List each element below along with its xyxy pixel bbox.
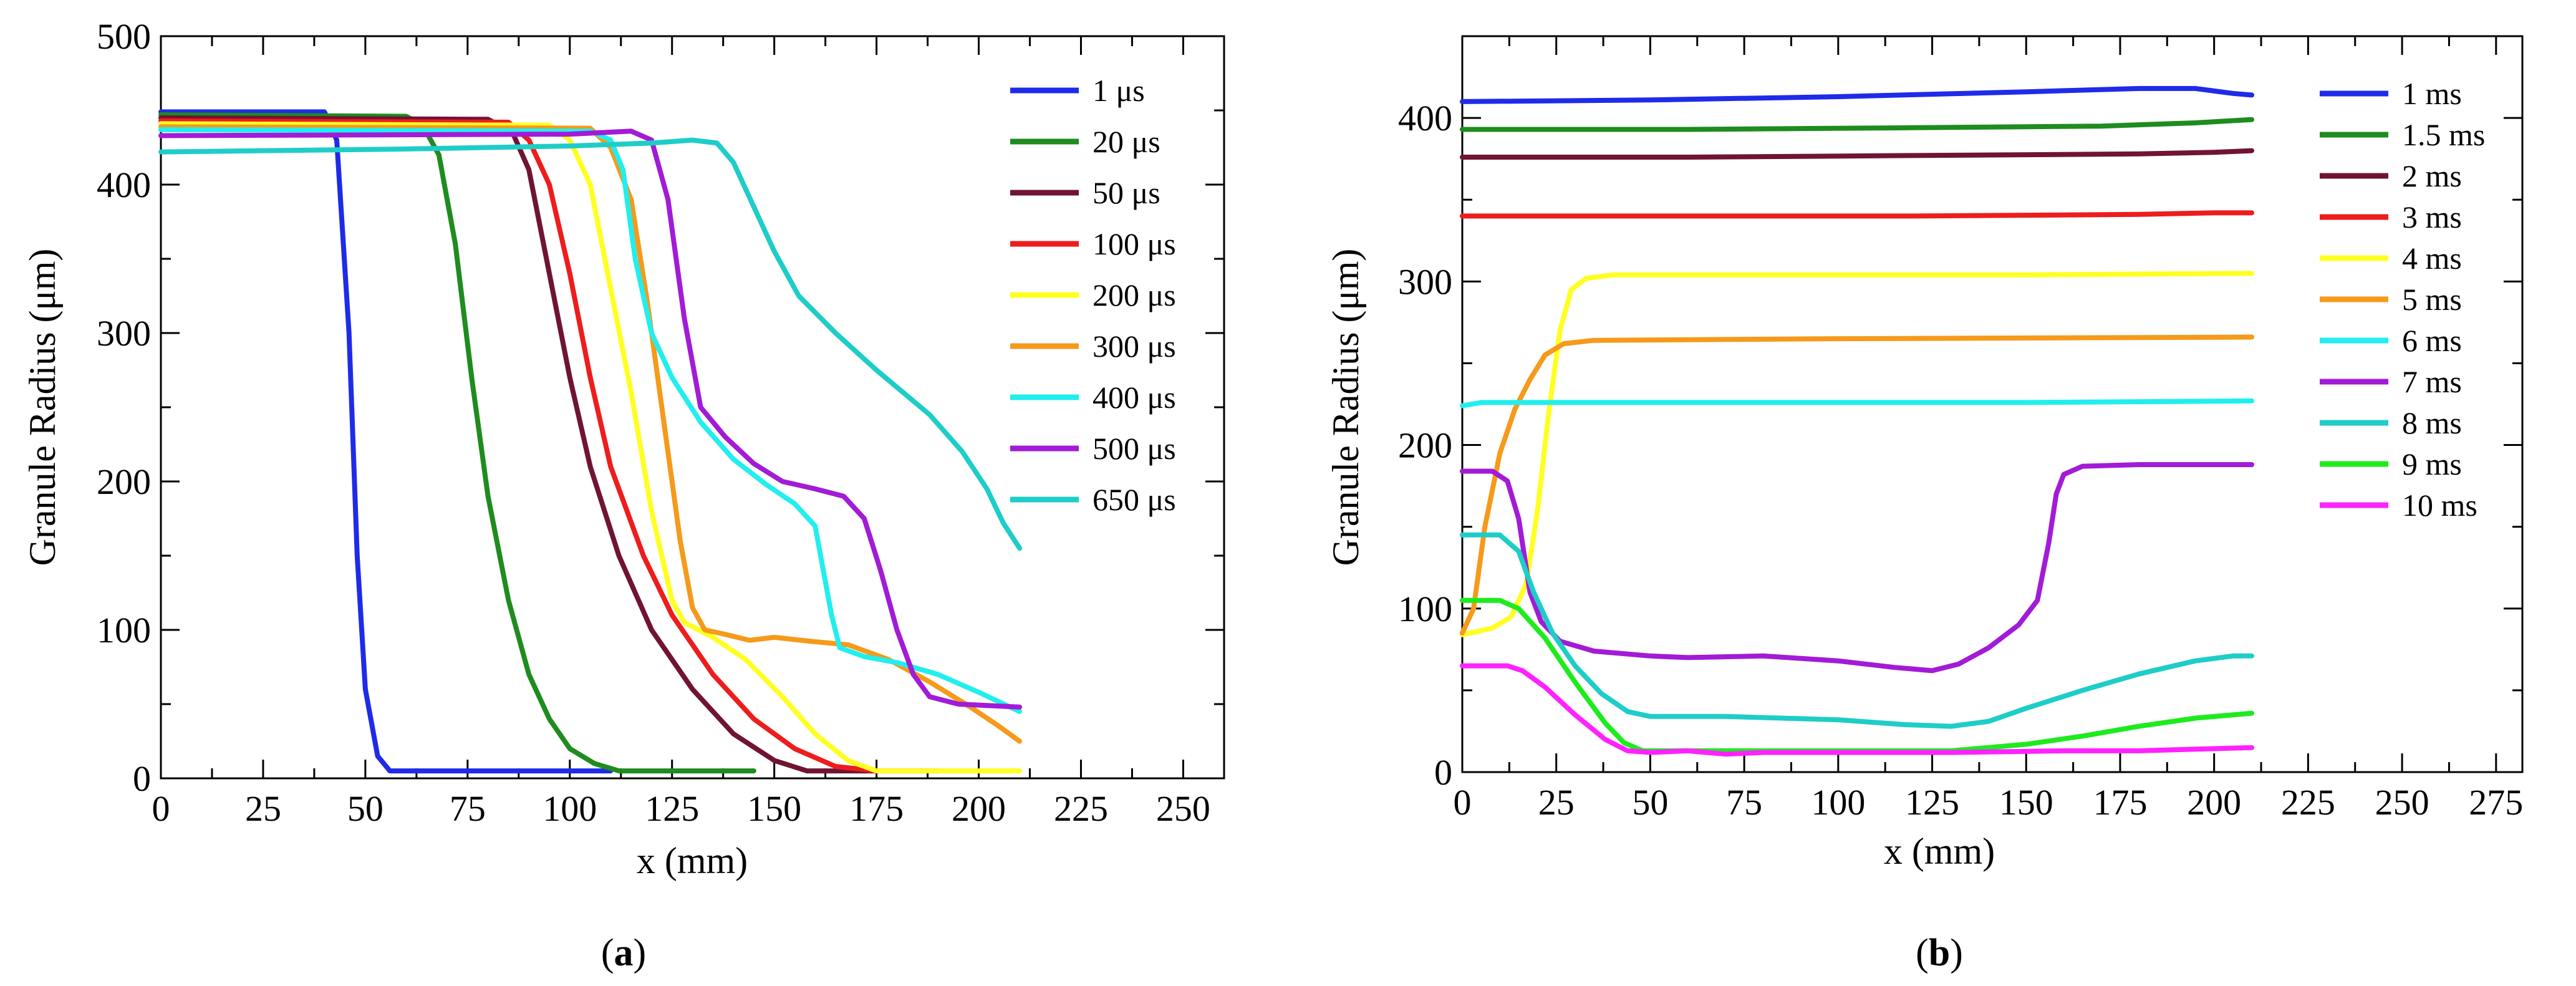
chart-a-y-tick-label: 200	[97, 462, 151, 502]
chart-b-legend-label: 5 ms	[2402, 282, 2462, 317]
chart-a-series-line	[158, 121, 1023, 774]
chart-b-series-line	[1460, 210, 2254, 219]
chart-b-y-tick-label: 300	[1398, 261, 1452, 302]
caption-a-letter: a	[614, 932, 634, 974]
chart-a-series-line	[158, 137, 1023, 551]
chart-a-series-line	[158, 109, 614, 774]
chart-a-x-tick-label: 25	[245, 788, 281, 829]
chart-b-y-tick-label: 0	[1434, 752, 1452, 793]
chart-b-legend-label: 8 ms	[2402, 405, 2462, 440]
chart-b-y-axis-label: Granule Radius (μm)	[1325, 249, 1366, 566]
chart-b-series-line	[1460, 532, 2254, 729]
chart-a-series-line	[158, 127, 1023, 714]
chart-a-y-axis-label: Granule Radius (μm)	[22, 249, 63, 566]
chart-b-y-tick-label: 400	[1398, 98, 1452, 138]
chart-a-series	[158, 109, 1023, 774]
chart-b-ticks	[1461, 36, 2522, 773]
chart-a-y-tick-label: 500	[97, 16, 151, 57]
caption-a-close: )	[634, 932, 647, 974]
chart-a-legend-label: 400 μs	[1093, 380, 1176, 415]
caption-b-letter: b	[1929, 932, 1950, 974]
chart-b-x-tick-label: 275	[2469, 782, 2523, 823]
chart-a-y-tick-label: 300	[97, 313, 151, 354]
chart-panel-b: 0 25 50 75 100 125 150 175 200 225 250 275 0 100 200 30…	[1325, 35, 2524, 974]
chart-b-x-tick-label: 150	[1999, 782, 2053, 823]
chart-b-series-line	[1460, 334, 2254, 636]
chart-b-legend: 1 ms 1.5 ms 2 ms 3 ms 4 ms 5 ms 6 ms 7 ms 8 ms 9 …	[2320, 76, 2485, 523]
chart-a-legend-label: 500 μs	[1093, 431, 1176, 466]
chart-b-legend-label: 10 ms	[2402, 488, 2477, 523]
chart-a-legend: 1 μs 20 μs 50 μs 100 μs 200 μs 300 μs 400 μs 50…	[1010, 73, 1176, 517]
caption-a: (a)	[601, 932, 646, 974]
chart-b-series-line	[1460, 85, 2254, 104]
chart-a-tick-labels: 0 25 50 75 100 125 150 175 200 225 250 0 100 200 300 40…	[97, 16, 1210, 829]
chart-a-legend-label: 650 μs	[1093, 482, 1176, 517]
chart-b-legend-label: 7 ms	[2402, 364, 2462, 399]
chart-a-x-axis-label: x (mm)	[637, 840, 748, 881]
chart-a-legend-label: 200 μs	[1093, 278, 1176, 312]
chart-a-x-tick-label: 125	[645, 788, 699, 829]
chart-b-series	[1460, 85, 2254, 757]
chart-a-x-tick-label: 175	[849, 788, 904, 829]
chart-b-x-axis-label: x (mm)	[1884, 831, 1995, 872]
chart-b-legend-label: 6 ms	[2402, 323, 2462, 358]
chart-b-series-line	[1460, 398, 2254, 408]
chart-b-y-tick-label: 200	[1398, 425, 1452, 466]
chart-a-x-tick-label: 250	[1156, 788, 1210, 829]
chart-b-x-tick-label: 250	[2375, 782, 2429, 823]
chart-b-legend-label: 1.5 ms	[2402, 117, 2485, 152]
caption-b: (b)	[1916, 932, 1963, 974]
chart-a-x-tick-label: 75	[450, 788, 486, 829]
chart-a-x-tick-label: 0	[152, 788, 170, 829]
chart-a-y-tick-label: 0	[133, 758, 151, 799]
chart-b-x-tick-label: 200	[2187, 782, 2241, 823]
chart-a-y-tick-label: 400	[97, 165, 151, 205]
chart-b-series-line	[1460, 117, 2254, 132]
chart-b-x-tick-label: 100	[1811, 782, 1865, 823]
chart-a-x-tick-label: 150	[747, 788, 801, 829]
caption-b-open: (	[1916, 932, 1929, 974]
chart-b-x-tick-label: 175	[2093, 782, 2147, 823]
chart-b-x-tick-label: 0	[1454, 782, 1472, 823]
caption-b-close: )	[1950, 932, 1963, 974]
chart-panel-a: 0 25 50 75 100 125 150 175 200 225 250 0 100 200 300 40…	[22, 16, 1225, 974]
chart-b-series-line	[1460, 148, 2254, 160]
chart-b-x-tick-label: 25	[1538, 782, 1575, 823]
chart-a-legend-label: 50 μs	[1093, 175, 1160, 210]
chart-a-legend-label: 20 μs	[1093, 124, 1160, 159]
chart-a-legend-label: 100 μs	[1093, 226, 1176, 261]
chart-b-legend-label: 3 ms	[2402, 200, 2462, 234]
chart-a-legend-label: 1 μs	[1093, 73, 1145, 108]
chart-b-legend-label: 9 ms	[2402, 447, 2462, 481]
chart-a-x-tick-label: 200	[952, 788, 1006, 829]
chart-b-x-tick-label: 225	[2281, 782, 2335, 823]
chart-b-legend-label: 4 ms	[2402, 241, 2462, 276]
chart-b-tick-labels: 0 25 50 75 100 125 150 175 200 225 250 275 0 100 200 30…	[1398, 98, 2523, 823]
chart-a-series-line	[158, 115, 879, 774]
chart-b-series-line	[1460, 663, 2254, 757]
caption-a-open: (	[601, 932, 614, 974]
chart-b-x-tick-label: 50	[1632, 782, 1668, 823]
chart-a-x-tick-label: 225	[1054, 788, 1108, 829]
chart-b-series-line	[1460, 462, 2254, 674]
chart-a-y-tick-label: 100	[97, 610, 151, 650]
chart-b-series-line	[1460, 271, 2254, 637]
chart-b-y-tick-label: 100	[1398, 589, 1452, 629]
chart-b-legend-label: 1 ms	[2402, 76, 2462, 111]
chart-a-x-tick-label: 100	[543, 788, 597, 829]
chart-a-x-tick-label: 50	[347, 788, 384, 829]
chart-b-legend-label: 2 ms	[2402, 158, 2462, 193]
chart-a-series-line	[158, 118, 940, 774]
chart-b-x-tick-label: 125	[1905, 782, 1959, 823]
chart-b-x-tick-label: 75	[1726, 782, 1762, 823]
chart-a-legend-label: 300 μs	[1093, 329, 1176, 364]
chart-a-series-line	[158, 128, 1023, 710]
chart-a-series-line	[158, 124, 1023, 744]
